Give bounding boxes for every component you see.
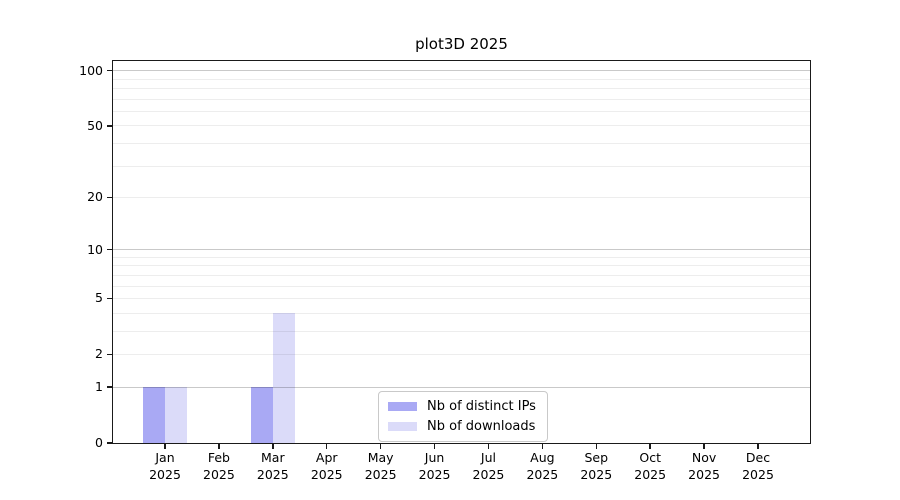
bar-mar-distinct-ips	[250, 387, 273, 443]
gridline-2	[113, 353, 810, 355]
y-tick-mark-100	[107, 70, 112, 72]
gridline-4	[113, 312, 810, 314]
x-tick-mark-may	[379, 444, 382, 449]
gridline-20	[113, 196, 810, 198]
plot-area: Nb of distinct IPs Nb of downloads	[112, 60, 811, 444]
gridline-5	[113, 297, 810, 299]
gridline-90	[113, 78, 810, 80]
x-tick-label-mar: Mar 2025	[256, 450, 289, 482]
legend: Nb of distinct IPs Nb of downloads	[378, 391, 548, 442]
legend-swatch-distinct-ips-icon	[388, 402, 417, 411]
gridline-7	[113, 274, 810, 276]
gridline-9	[113, 256, 810, 258]
x-tick-mark-aug	[541, 444, 544, 449]
x-tick-mark-oct	[649, 444, 651, 449]
x-tick-label-feb: Feb 2025	[203, 450, 235, 482]
y-tick-label-20: 20	[87, 189, 103, 205]
x-tick-label-may: May 2025	[364, 450, 397, 482]
x-tick-mark-nov	[703, 444, 705, 449]
x-tick-label-nov: Nov 2025	[688, 450, 720, 482]
x-tick-mark-jul	[487, 444, 490, 449]
x-tick-label-jan: Jan 2025	[149, 450, 181, 482]
x-tick-mark-mar	[272, 444, 274, 449]
x-tick-mark-feb	[218, 444, 220, 449]
chart-title: plot3D 2025	[415, 35, 508, 53]
bar-mar-downloads	[272, 313, 295, 443]
gridline-3	[113, 330, 810, 332]
legend-item-distinct-ips: Nb of distinct IPs	[388, 399, 536, 414]
y-tick-label-5: 5	[95, 290, 103, 306]
legend-swatch-downloads-icon	[388, 422, 417, 431]
bar-jan-distinct-ips	[143, 387, 165, 443]
bar-jan-downloads	[165, 387, 187, 443]
y-tick-label-2: 2	[95, 346, 103, 362]
gridline-30	[113, 165, 810, 167]
y-tick-label-10: 10	[87, 241, 103, 257]
y-tick-mark-20	[107, 196, 112, 199]
x-tick-mark-dec	[757, 444, 759, 449]
legend-label-distinct-ips: Nb of distinct IPs	[427, 399, 536, 414]
y-tick-mark-10	[107, 248, 112, 251]
x-tick-mark-apr	[326, 444, 328, 449]
gridline-60	[113, 110, 810, 112]
y-tick-label-0: 0	[95, 435, 103, 450]
x-tick-label-jun: Jun 2025	[418, 450, 451, 482]
gridline-6	[113, 285, 810, 287]
gridline-100	[113, 70, 810, 72]
y-tick-label-100: 100	[79, 62, 103, 78]
x-tick-label-aug: Aug 2025	[526, 450, 559, 482]
x-tick-mark-jun	[433, 444, 436, 449]
legend-label-downloads: Nb of downloads	[427, 419, 536, 434]
y-tick-mark-2	[107, 353, 112, 356]
x-tick-label-sep: Sep 2025	[580, 450, 613, 482]
legend-item-downloads: Nb of downloads	[388, 419, 536, 434]
y-tick-label-50: 50	[87, 117, 103, 133]
gridline-8	[113, 265, 810, 267]
y-tick-label-1: 1	[95, 379, 103, 395]
gridline-10	[113, 249, 810, 251]
x-tick-label-jul: Jul 2025	[472, 450, 505, 482]
x-tick-mark-jan	[164, 444, 166, 449]
gridline-50	[113, 125, 810, 127]
gridline-70	[113, 98, 810, 100]
y-tick-mark-5	[107, 297, 112, 300]
gridline-1	[113, 386, 810, 388]
y-tick-mark-1	[107, 386, 112, 388]
x-tick-mark-sep	[595, 444, 597, 449]
y-tick-mark-0	[107, 442, 112, 444]
gridline-40	[113, 142, 810, 144]
x-tick-label-apr: Apr 2025	[310, 450, 343, 482]
x-tick-label-dec: Dec 2025	[742, 450, 774, 482]
x-tick-label-oct: Oct 2025	[634, 450, 667, 482]
gridline-80	[113, 88, 810, 90]
y-tick-mark-50	[107, 125, 112, 127]
